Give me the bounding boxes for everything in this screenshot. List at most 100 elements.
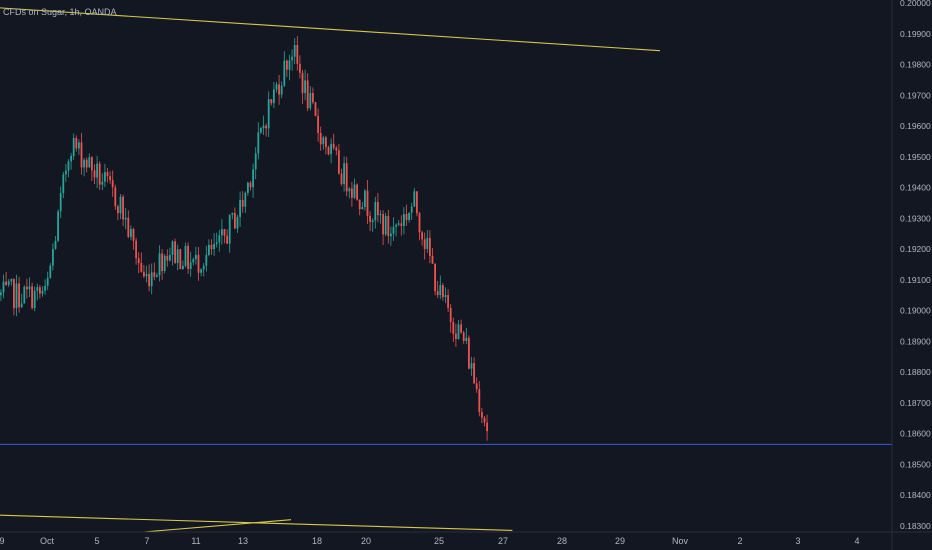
candle-body	[457, 324, 460, 339]
candle-body	[13, 279, 15, 309]
candle-body	[200, 269, 202, 273]
candle	[444, 287, 447, 304]
candle	[270, 98, 273, 106]
candle-body	[36, 287, 39, 291]
candle	[299, 55, 301, 79]
candle-body	[140, 263, 143, 272]
candle-body	[478, 389, 481, 412]
candle-body	[197, 254, 200, 273]
candle-body	[88, 157, 91, 168]
candle-body	[179, 249, 182, 270]
x-tick-label: 13	[238, 536, 248, 546]
candle	[166, 249, 169, 267]
candle	[392, 217, 395, 241]
candle	[23, 285, 26, 304]
candle	[283, 51, 286, 87]
candle-body	[330, 143, 332, 155]
candle	[197, 246, 200, 281]
trendline-1[interactable]	[0, 7, 661, 52]
candle-body	[93, 170, 96, 178]
candle	[335, 145, 338, 156]
candle-body	[54, 240, 57, 249]
candle-body	[468, 337, 470, 369]
candle-body	[31, 286, 33, 309]
candle-body	[452, 322, 455, 334]
candle-body	[187, 245, 189, 270]
candle	[387, 209, 390, 244]
candle-body	[436, 291, 439, 296]
candle-body	[265, 125, 267, 129]
candle	[18, 276, 20, 313]
candle-body	[332, 143, 335, 148]
candle-body	[33, 290, 36, 309]
candle-body	[70, 155, 72, 162]
candle	[343, 156, 345, 192]
candle	[83, 157, 85, 177]
candle	[465, 327, 468, 345]
trendline-3[interactable]	[143, 519, 292, 533]
candle	[20, 293, 23, 308]
candle	[31, 282, 33, 310]
candle	[169, 247, 171, 262]
candle-body	[114, 187, 117, 207]
candle-body	[41, 290, 44, 294]
candle	[65, 163, 67, 182]
y-tick-label: 0.20000	[900, 0, 931, 8]
y-tick-label: 0.19800	[900, 60, 931, 70]
candle-body	[117, 206, 119, 214]
candle	[442, 283, 444, 301]
candle	[184, 242, 187, 268]
candle-body	[127, 217, 130, 237]
candle	[46, 271, 49, 291]
price-axis[interactable]: 0.18300 0.18400 0.18500 0.18600 0.18700 0.188…	[891, 0, 931, 550]
candle-body	[174, 241, 176, 263]
candle-body	[345, 163, 348, 192]
candle-body	[5, 281, 7, 285]
y-tick-label: 0.18600	[900, 429, 931, 439]
candle-body	[309, 92, 312, 109]
chart-title: CFDs on Sugar, 1h, OANDA	[3, 7, 117, 17]
candle-body	[325, 137, 327, 148]
candle	[429, 230, 431, 264]
candle-body	[148, 274, 150, 287]
candle	[361, 202, 364, 210]
candle	[132, 227, 135, 250]
candle-body	[254, 153, 257, 170]
time-axis[interactable]: 9 Oct 5 7 11 13 18 20 25 27 28 29 Nov 2 3 4	[0, 531, 932, 546]
candle	[273, 82, 275, 108]
candle	[293, 38, 296, 65]
candle-body	[44, 285, 46, 291]
candle-body	[296, 45, 299, 64]
candle	[286, 59, 288, 78]
candle-body	[369, 215, 371, 222]
candle	[366, 179, 369, 225]
candle	[143, 264, 145, 278]
candle-body	[397, 223, 400, 225]
candle-body	[83, 159, 85, 168]
y-tick-label: 0.18700	[900, 398, 931, 408]
candle	[265, 123, 267, 137]
candle-body	[98, 163, 101, 185]
candle	[390, 226, 392, 246]
candle-body	[65, 170, 67, 175]
candle-body	[101, 181, 104, 185]
candle-body	[228, 214, 231, 244]
candle	[36, 283, 39, 301]
y-tick-label: 0.18800	[900, 367, 931, 377]
candle-body	[158, 253, 161, 276]
candle-body	[442, 285, 444, 298]
candle	[228, 214, 231, 253]
candle-body	[340, 173, 343, 185]
candle-body	[257, 132, 260, 154]
candle	[431, 248, 434, 264]
candle	[413, 188, 416, 207]
candle	[192, 257, 195, 266]
candle-body	[72, 138, 75, 156]
candle	[226, 229, 228, 245]
candle	[59, 186, 62, 219]
candle-body	[338, 150, 340, 174]
candle-body	[2, 281, 5, 293]
candle	[280, 81, 283, 99]
